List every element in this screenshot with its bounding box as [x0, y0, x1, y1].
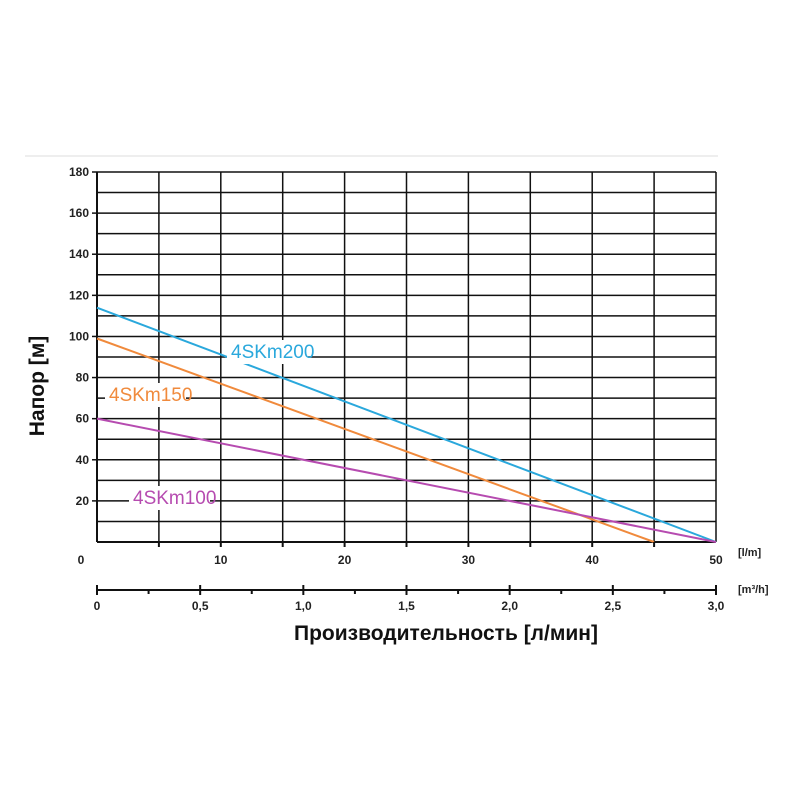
chart-grid [25, 155, 718, 543]
x-tick-label: 20 [338, 553, 352, 567]
y-axis: 20 40 60 80 100 120 140 160 180 [69, 165, 97, 508]
y-axis-label: Напор [м] [26, 336, 49, 437]
y-tick-label: 20 [76, 494, 90, 508]
x-tick-label: 0 [78, 553, 85, 567]
x-tick-label: 30 [462, 553, 476, 567]
x2-tick-label: 1,5 [398, 599, 415, 613]
x2-tick-label: 2,0 [501, 599, 518, 613]
x-tick-label: 40 [586, 553, 600, 567]
y-tick-label: 80 [76, 371, 90, 385]
y-tick-label: 120 [69, 288, 89, 302]
y-tick-label: 160 [69, 206, 89, 220]
y-tick-label: 100 [69, 329, 89, 343]
series-line-4skm200 [96, 306, 717, 543]
x2-tick-label: 0,5 [192, 599, 209, 613]
series-line-4skm100 [96, 417, 717, 543]
series-label-background [227, 340, 308, 364]
x2-tick-label: 0 [94, 599, 101, 613]
x-axis-label: Производительность [л/мин] [294, 622, 598, 645]
series-line-4skm150 [96, 337, 655, 543]
series-labels: 4SKm200 4SKm150 4SKm100 [105, 340, 314, 510]
y-tick-label: 180 [69, 165, 89, 179]
y-tick-label: 40 [76, 453, 90, 467]
x2-tick-label: 1,0 [295, 599, 312, 613]
x2-tick-label: 2,5 [604, 599, 621, 613]
series-label-4skm200: 4SKm200 [231, 342, 314, 363]
series-label-4skm100: 4SKm100 [133, 488, 216, 509]
series-label-background [129, 486, 210, 510]
x-tick-label: 10 [214, 553, 228, 567]
y-tick-label: 140 [69, 247, 89, 261]
x-unit-secondary-label: [m³/h] [738, 584, 769, 596]
series-label-4skm150: 4SKm150 [109, 385, 192, 406]
x-axis-secondary: 0 0,5 1,0 1,5 2,0 2,5 3,0 [94, 585, 725, 613]
x-unit-primary-label: [l/m] [738, 547, 762, 559]
x-tick-label: 50 [709, 553, 723, 567]
chart-series [96, 306, 717, 543]
x2-tick-label: 3,0 [708, 599, 725, 613]
y-tick-label: 60 [76, 412, 90, 426]
series-label-background [105, 383, 186, 407]
x-axis-primary: 0 10 20 30 40 50 [78, 542, 723, 567]
